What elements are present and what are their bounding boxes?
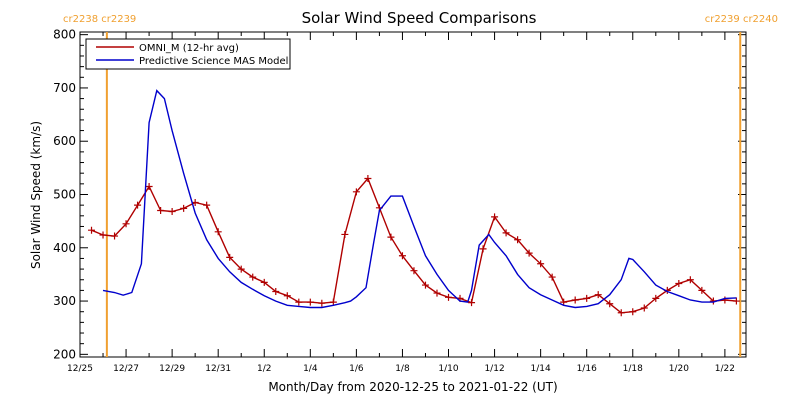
y-axis-label: Solar Wind Speed (km/s) (29, 121, 43, 269)
omni-data-point (318, 299, 326, 307)
omni-data-point (295, 298, 303, 306)
y-tick-label: 600 (53, 134, 76, 148)
y-tick-label: 800 (53, 28, 76, 42)
omni-data-point (249, 273, 257, 281)
omni-data-point (398, 252, 406, 260)
omni-data-point (329, 298, 337, 306)
y-tick-label: 400 (53, 241, 76, 255)
omni-data-point (594, 291, 602, 299)
legend-label-omni: OMNI_M (12-hr avg) (139, 43, 239, 54)
omni-data-point (617, 309, 625, 317)
omni-data-point (122, 220, 130, 228)
omni-data-point (134, 201, 142, 209)
x-tick-label: 1/14 (531, 364, 551, 374)
omni-data-point (479, 245, 487, 253)
x-tick-label: 1/2 (257, 364, 271, 374)
omni-data-point (525, 249, 533, 257)
omni-data-point (421, 281, 429, 289)
x-tick-label: 1/16 (577, 364, 597, 374)
x-tick-label: 1/10 (438, 364, 458, 374)
omni-data-point (341, 230, 349, 238)
omni-data-point (145, 183, 153, 191)
omni-data-point (629, 308, 637, 316)
omni-data-point (445, 293, 453, 301)
omni-data-point (686, 276, 694, 284)
legend-label-mas: Predictive Science MAS Model (139, 56, 288, 67)
omni-data-point (514, 236, 522, 244)
y-tick-label: 300 (53, 294, 76, 308)
omni-data-point (214, 228, 222, 236)
omni-data-point (352, 188, 360, 196)
x-tick-label: 1/20 (669, 364, 689, 374)
omni-data-point (410, 267, 418, 275)
omni-data-point (548, 273, 556, 281)
omni-data-point (306, 298, 314, 306)
x-axis: 12/25 12/27 12/29 12/31 1/2 1/4 1/6 1/8 1/10 1/12… (67, 32, 735, 374)
omni-data-point (168, 208, 176, 216)
omni-data-point (88, 226, 96, 234)
chart-title: Solar Wind Speed Comparisons (302, 9, 537, 27)
x-tick-label: 12/25 (67, 364, 93, 374)
omni-data-point (99, 231, 107, 239)
carrington-label: cr2238 cr2239 (63, 14, 136, 25)
omni-data-point (502, 229, 510, 237)
omni-data-point (732, 297, 740, 305)
legend-box (85, 38, 291, 70)
omni-data-point (537, 260, 545, 268)
omni-data-point (698, 286, 706, 294)
x-tick-label: 1/12 (484, 364, 504, 374)
y-axis: 200 300 400 500 600 700 800 (53, 28, 746, 361)
omni-data-point (180, 204, 188, 212)
omni-data-point (468, 299, 476, 307)
omni-data-point (226, 253, 234, 261)
omni-data-point (283, 292, 291, 300)
omni-data-point (433, 289, 441, 297)
omni-data-point (237, 265, 245, 273)
x-tick-label: 12/31 (205, 364, 231, 374)
legend: OMNI_M (12-hr avg) Predictive Science MA… (85, 38, 291, 70)
omni-data-point (652, 294, 660, 302)
omni-data-point (203, 201, 211, 209)
y-tick-label: 200 (53, 347, 76, 361)
omni-series-line (91, 177, 737, 314)
omni-data-point (721, 296, 729, 304)
omni-data-point (491, 213, 499, 221)
omni-data-point (260, 278, 268, 286)
x-tick-label: 1/18 (623, 364, 643, 374)
omni-data-point (640, 304, 648, 312)
carrington-label: cr2239 cr2240 (705, 14, 778, 25)
x-tick-label: 1/4 (303, 364, 318, 374)
x-tick-label: 1/22 (715, 364, 735, 374)
omni-data-point (157, 206, 165, 214)
y-tick-label: 500 (53, 188, 76, 202)
series-layer (88, 89, 740, 317)
x-tick-label: 1/6 (349, 364, 364, 374)
y-tick-label: 700 (53, 81, 76, 95)
omni-data-point (387, 233, 395, 241)
x-axis-label: Month/Day from 2020-12-25 to 2021-01-22 … (268, 380, 557, 394)
omni-data-point (560, 298, 568, 306)
mas-series-line (102, 89, 737, 309)
omni-data-point (583, 294, 591, 302)
x-tick-label: 1/8 (395, 364, 410, 374)
omni-data-point (571, 296, 579, 304)
x-tick-label: 12/27 (113, 364, 139, 374)
omni-data-point (272, 287, 280, 295)
x-tick-label: 12/29 (159, 364, 185, 374)
omni-data-point (675, 279, 683, 287)
omni-data-point (606, 300, 614, 308)
omni-data-point (364, 175, 372, 183)
carrington-markers: cr2238 cr2239 cr2239 cr2240 (63, 14, 778, 357)
omni-data-point (111, 232, 119, 240)
